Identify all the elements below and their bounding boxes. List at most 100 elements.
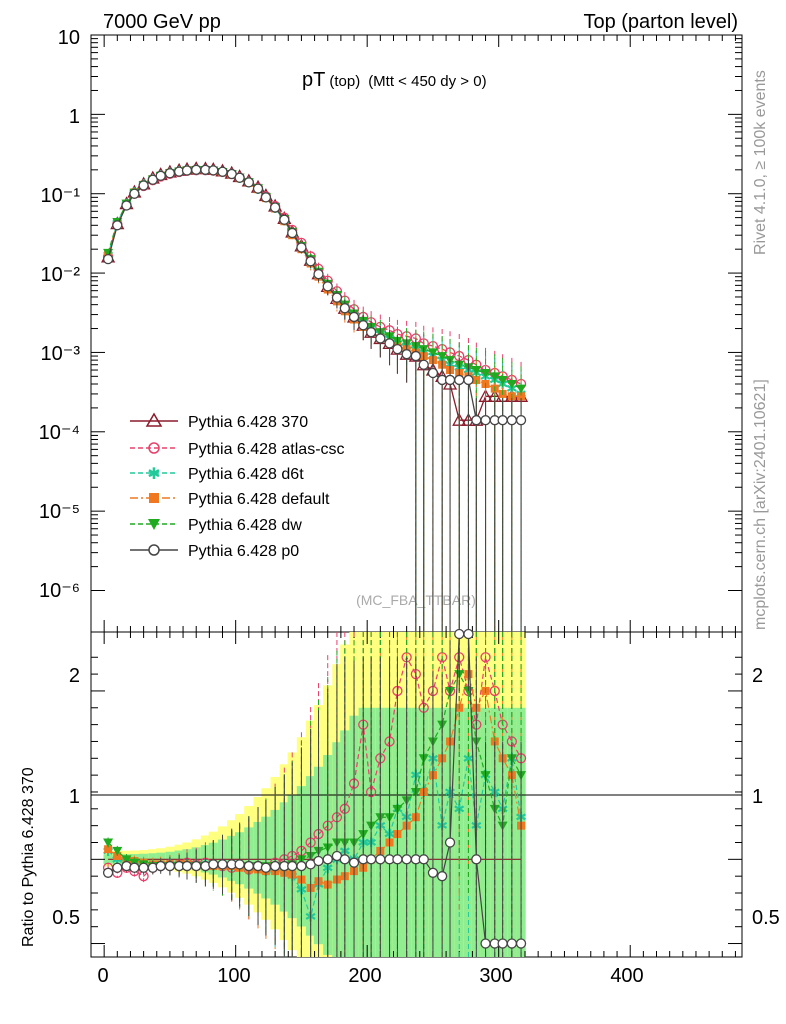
data-point — [463, 374, 474, 386]
ratio-point — [436, 871, 448, 882]
ratio-tick-2-left: 2 — [69, 665, 80, 687]
data-point — [339, 303, 350, 314]
data-point — [401, 349, 412, 360]
ratio-point — [313, 855, 324, 867]
ratio-point — [243, 860, 254, 872]
legend-label-atlas-csc: Pythia 6.428 atlas-csc — [188, 441, 345, 458]
y-tick-1e-2: 10⁻² — [41, 264, 81, 286]
data-point — [287, 227, 298, 239]
ratio-point — [121, 855, 132, 865]
data-point — [471, 415, 482, 426]
legend: Pythia 6.428 370 Pythia 6.428 atlas-csc … — [130, 412, 345, 560]
ratio-point — [471, 854, 482, 865]
data-point — [279, 214, 290, 225]
data-point — [147, 174, 158, 185]
data-point — [305, 256, 316, 267]
ratio-point — [392, 854, 403, 865]
data-point — [516, 384, 527, 394]
data-point — [375, 333, 386, 344]
data-point — [217, 166, 228, 177]
ratio-line-3 — [107, 673, 522, 889]
legend-entry-default: Pythia 6.428 default — [130, 491, 330, 508]
data-point — [164, 168, 176, 179]
data-point — [252, 183, 264, 194]
ratio-tick-1-right: 1 — [752, 786, 763, 808]
data-point — [322, 281, 333, 292]
ratio-tick-1-left: 1 — [69, 786, 80, 808]
legend-entry-atlas-csc: Pythia 6.428 atlas-csc — [130, 441, 345, 458]
data-point — [155, 170, 166, 181]
data-point — [384, 338, 395, 349]
ratio-point — [287, 860, 298, 872]
ratio-point — [103, 838, 114, 848]
ratio-tick-05-right: 0.5 — [752, 907, 780, 929]
legend-label-p0: Pythia 6.428 p0 — [188, 543, 299, 560]
y-tick-10: 10 — [58, 27, 80, 49]
energy-label: 7000 GeV pp — [103, 11, 221, 33]
data-point — [444, 374, 456, 386]
ratio-point — [138, 862, 149, 873]
data-point — [296, 242, 307, 253]
ratio-point — [191, 860, 202, 872]
x-tick-400: 400 — [610, 965, 643, 987]
ratio-point — [112, 862, 123, 873]
ratio-point — [480, 938, 491, 949]
data-point — [506, 380, 517, 390]
legend-entry-p0: Pythia 6.428 p0 — [130, 543, 299, 560]
legend-entry-370: Pythia 6.428 370 — [130, 412, 308, 431]
data-point — [112, 220, 123, 231]
data-point — [427, 348, 438, 358]
ratio-point — [427, 867, 439, 878]
ratio-point — [454, 628, 465, 640]
data-point — [418, 359, 429, 370]
star-marker-icon: ✱ — [147, 466, 160, 483]
process-label: Top (parton level) — [583, 11, 738, 33]
ratio-point — [497, 938, 508, 949]
data-point — [497, 415, 508, 426]
legend-label-d6t: Pythia 6.428 d6t — [188, 466, 304, 483]
data-point — [471, 366, 482, 376]
ratio-point — [208, 859, 219, 870]
data-point — [269, 202, 281, 213]
data-point — [138, 180, 149, 191]
ratio-point — [129, 862, 140, 873]
y-tick-1e-3: 10⁻³ — [41, 343, 81, 365]
title-sub: (top) — [329, 73, 360, 90]
data-point — [427, 367, 439, 379]
ratio-point — [463, 628, 474, 640]
circle-marker-icon — [148, 442, 160, 454]
ratio-point — [401, 854, 412, 865]
ratio-point — [164, 860, 176, 872]
ratio-line-1 — [107, 654, 522, 877]
plot-title: pT (top) (Mtt < 450 dy > 0) — [302, 69, 487, 91]
main-series: ✱✱✱✱✱✱✱✱✱✱✱✱✱✱✱✱✱✱✱✱✱✱✱✱✱✱✱✱✱✱✱✱✱✱✱✱✱✱✱✱… — [101, 161, 529, 632]
legend-label-dw: Pythia 6.428 dw — [188, 517, 302, 534]
ratio-ylabel: Ratio to Pythia 6.428 370 — [20, 767, 37, 947]
ratio-point — [234, 859, 245, 870]
open-circle-marker-icon — [148, 544, 160, 556]
x-tick-300: 300 — [479, 965, 512, 987]
ratio-point — [269, 860, 281, 872]
data-point — [454, 374, 465, 386]
rivet-label: Rivet 4.1.0, ≥ 100k events — [752, 70, 769, 255]
square-marker-icon — [149, 493, 159, 503]
ratio-point — [260, 862, 272, 873]
data-point — [313, 268, 324, 280]
data-point — [480, 415, 491, 426]
data-point — [489, 372, 500, 382]
mcplots-label: mcplots.cern.ch [arXiv:2401.10621] — [752, 379, 769, 630]
ratio-series: ✱✱✱✱✱✱✱✱✱✱✱✱✱✱✱✱✱✱✱✱✱✱✱✱✱✱✱✱✱✱✱✱✱✱✱✱✱✱✱✱… — [102, 628, 527, 957]
data-point — [102, 253, 114, 265]
title-cut: (Mtt < 450 dy > 0) — [368, 73, 486, 90]
x-tick-100: 100 — [217, 965, 250, 987]
ratio-tick-2-right: 2 — [752, 665, 763, 687]
data-point — [243, 177, 254, 188]
ratio-point — [515, 938, 527, 949]
data-point — [358, 320, 369, 331]
ratio-point — [322, 854, 333, 865]
data-point — [331, 292, 343, 303]
data-point — [121, 200, 132, 211]
legend-entry-dw: Pythia 6.428 dw — [130, 517, 302, 534]
y-tick-1e-4: 10⁻⁴ — [39, 422, 80, 444]
